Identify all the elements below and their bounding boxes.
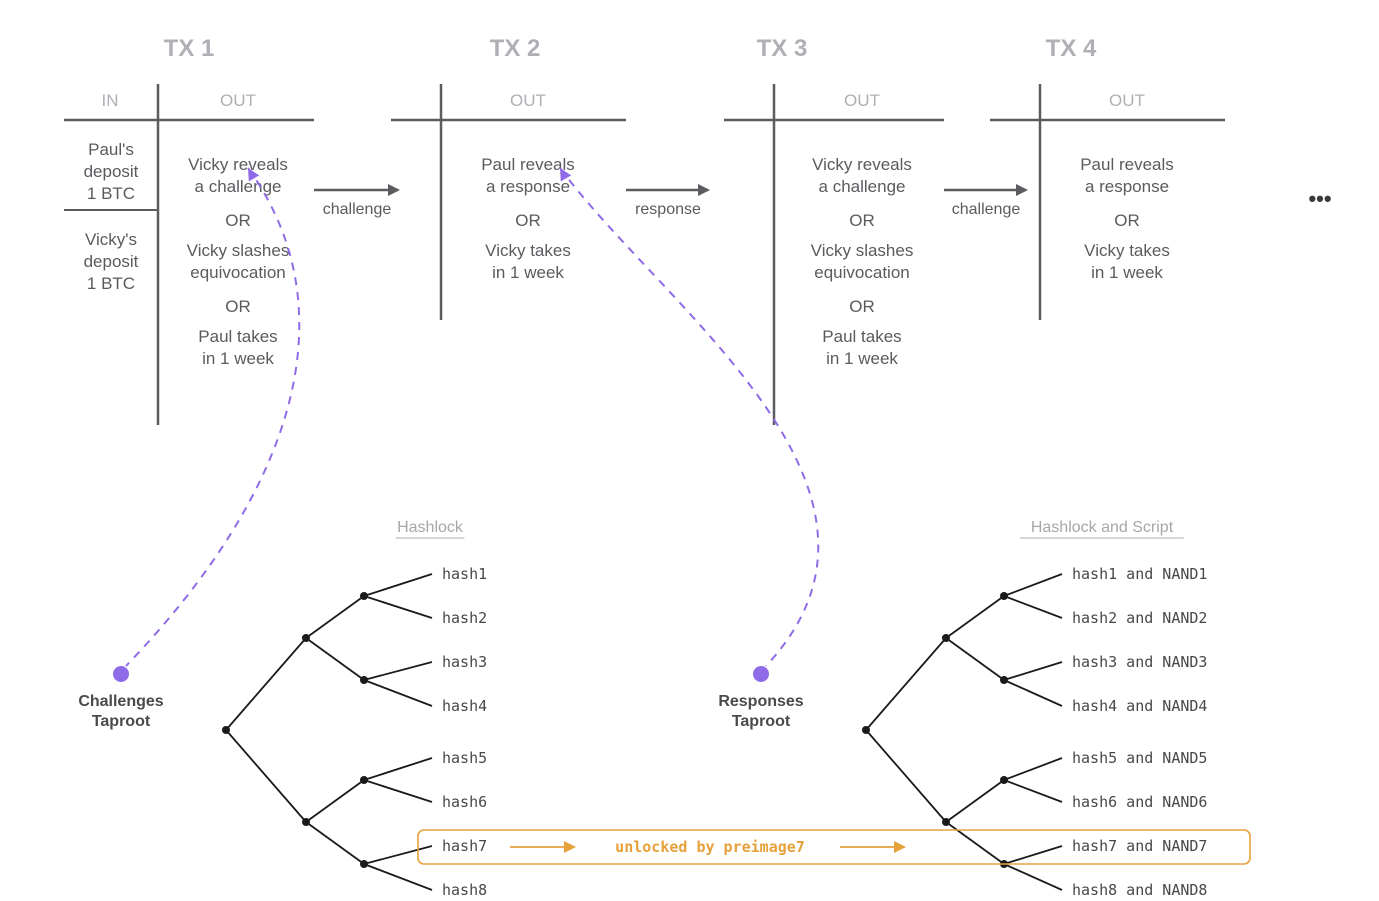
- : Vicky slashes: [811, 241, 914, 260]
- : OR: [849, 297, 875, 316]
- tx1-in-1: deposit: [84, 162, 139, 181]
- : Paul takes: [822, 327, 901, 346]
- tx-title-2: TX 2: [490, 35, 541, 62]
- : a response: [486, 177, 570, 196]
- tx1-in-2: Vicky's: [85, 230, 137, 249]
- leaf: hash4: [442, 697, 487, 715]
- : a challenge: [195, 177, 282, 196]
- leaf: hash8: [442, 881, 487, 899]
- out-header: OUT: [844, 91, 880, 110]
- : Paul reveals: [1080, 155, 1174, 174]
- tx1-in-2: deposit: [84, 252, 139, 271]
- : Vicky reveals: [812, 155, 912, 174]
- leaf: hash2: [442, 609, 487, 627]
- leaf: hash3: [442, 653, 487, 671]
- leaf: hash8 and NAND8: [1072, 881, 1207, 899]
- : Paul takes: [198, 327, 277, 346]
- : a response: [1085, 177, 1169, 196]
- arrow-label-2: response: [635, 201, 701, 218]
- : OR: [1114, 211, 1140, 230]
- leaf: hash4 and NAND4: [1072, 697, 1207, 715]
- : OR: [225, 297, 251, 316]
- leaf: hash5 and NAND5: [1072, 749, 1207, 767]
- out-header: OUT: [220, 91, 256, 110]
- : in 1 week: [826, 349, 898, 368]
- tree-header: Hashlock: [397, 519, 464, 536]
- : equivocation: [814, 263, 909, 282]
- taproot-dot-left: [113, 666, 129, 682]
- bitvm-diagram: TX 1 TX 2 TX 3 TX 4 IN OUT OUT OUT OUT Paul's depo…: [0, 0, 1379, 901]
- : Vicky takes: [1084, 241, 1170, 260]
- tx1-in-2: 1 BTC: [87, 274, 135, 293]
- tx-title-4: TX 4: [1046, 35, 1097, 62]
- : OR: [515, 211, 541, 230]
- : in 1 week: [1091, 263, 1163, 282]
- : OR: [225, 211, 251, 230]
- : in 1 week: [202, 349, 274, 368]
- : Taproot: [92, 713, 151, 730]
- leaf: hash3 and NAND3: [1072, 653, 1207, 671]
- : a challenge: [819, 177, 906, 196]
- out-header: OUT: [1109, 91, 1145, 110]
- taproot-curve: [560, 168, 818, 666]
- taproot-dot-right: [753, 666, 769, 682]
- unlock-text: unlocked by preimage7: [615, 838, 805, 856]
- out-header: OUT: [510, 91, 546, 110]
- tx-title-1: TX 1: [164, 35, 215, 62]
- : equivocation: [190, 263, 285, 282]
- : Vicky reveals: [188, 155, 288, 174]
- arrow-label-1: challenge: [323, 201, 392, 218]
- leaf: hash1 and NAND1: [1072, 565, 1207, 583]
- : OR: [849, 211, 875, 230]
- leaf: hash6 and NAND6: [1072, 793, 1207, 811]
- tx1-in-1: Paul's: [88, 140, 134, 159]
- : in 1 week: [492, 263, 564, 282]
- leaf: hash5: [442, 749, 487, 767]
- leaf: hash7: [442, 837, 487, 855]
- tx-title-3: TX 3: [757, 35, 808, 62]
- arrow-label-3: challenge: [952, 201, 1021, 218]
- taproot-label-right: Responses: [718, 693, 803, 710]
- taproot-label-left: Challenges: [78, 693, 163, 710]
- ellipsis: •••: [1308, 186, 1331, 211]
- leaf: hash6: [442, 793, 487, 811]
- tx1-in-1: 1 BTC: [87, 184, 135, 203]
- tree-header: Hashlock and Script: [1031, 519, 1174, 536]
- in-header: IN: [102, 91, 119, 110]
- leaf: hash1: [442, 565, 487, 583]
- leaf: hash2 and NAND2: [1072, 609, 1207, 627]
- : Vicky takes: [485, 241, 571, 260]
- leaf: hash7 and NAND7: [1072, 837, 1207, 855]
- : Taproot: [732, 713, 791, 730]
- : Vicky slashes: [187, 241, 290, 260]
